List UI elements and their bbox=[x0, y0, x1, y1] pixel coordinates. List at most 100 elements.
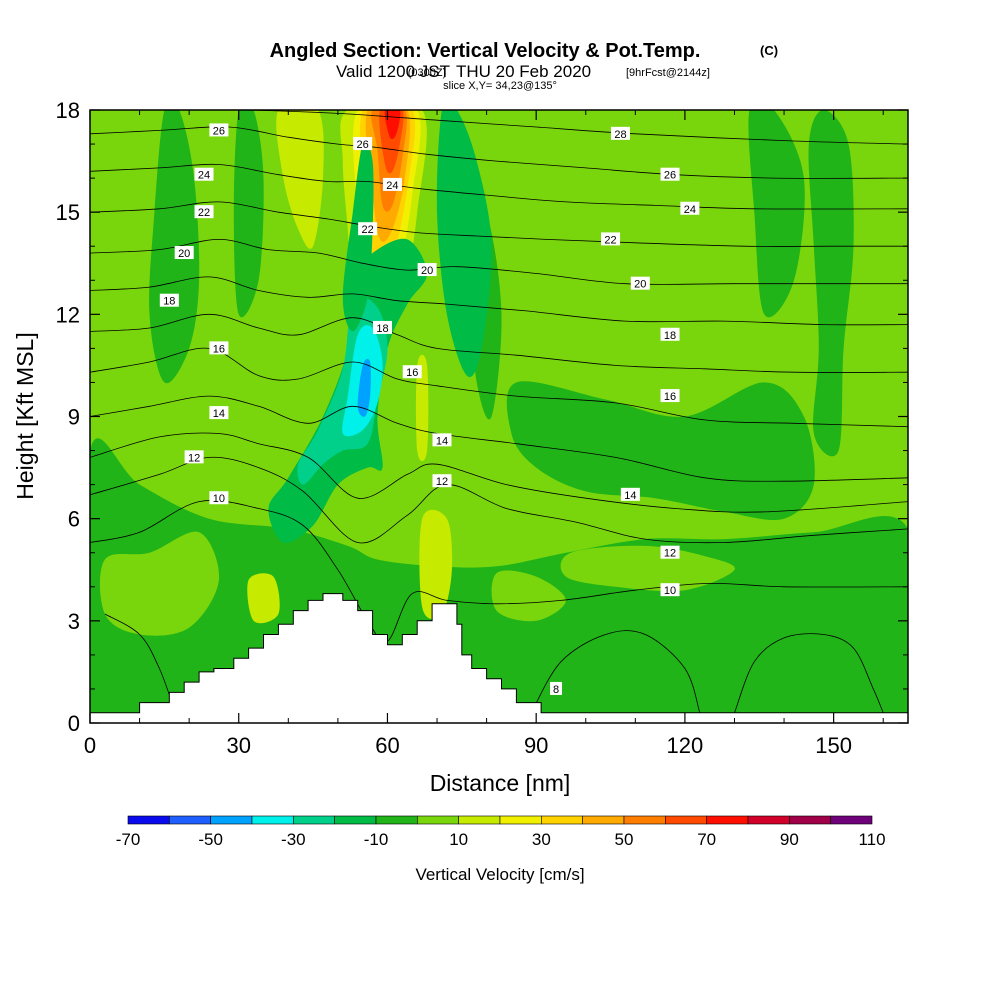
contour-label-text: 26 bbox=[213, 125, 225, 137]
contour-label-bg bbox=[209, 491, 229, 505]
velocity-region-10 bbox=[247, 573, 280, 624]
axes-layer: 0 30 60 90 120 150 0 3 6 9 12 15 18 bbox=[56, 98, 908, 758]
isentrope-8-2 bbox=[734, 633, 884, 713]
isentrope-10-3 bbox=[90, 500, 908, 643]
contour-label-bg bbox=[680, 201, 700, 215]
contour-label-text: 24 bbox=[684, 204, 696, 216]
velocity-region-24 bbox=[342, 141, 374, 332]
contour-label-bg bbox=[660, 327, 680, 341]
contour-label-bg bbox=[174, 246, 194, 260]
colorbar-label: Vertical Velocity [cm/s] bbox=[415, 865, 584, 884]
contour-label-bg bbox=[432, 433, 452, 447]
contour-label: 22 bbox=[194, 205, 214, 219]
contour-label: 10 bbox=[209, 491, 229, 505]
contour-label-bg bbox=[402, 365, 422, 379]
contour-label-layer: 26 24 22 20 18 16 14 12 10 26 24 22 20 18 16 14 12 28 26 24… bbox=[159, 123, 700, 696]
colorbar-tick-label: -30 bbox=[281, 830, 306, 849]
colorbar-swatch bbox=[747, 815, 790, 825]
colorbar-swatch bbox=[706, 815, 749, 825]
isentrope-22-11 bbox=[90, 201, 908, 247]
colorbar-tick-label: 110 bbox=[858, 830, 885, 849]
colorbar-swatch bbox=[830, 815, 873, 825]
plot-area: 26 24 22 20 18 16 14 12 10 26 24 22 20 18 16 14 12 28 26 24… bbox=[90, 110, 908, 723]
contour-label-text: 20 bbox=[178, 248, 190, 260]
colorbar-swatch bbox=[458, 815, 501, 825]
isentrope-8-0 bbox=[104, 613, 175, 710]
contour-label: 16 bbox=[402, 365, 422, 379]
velocity-region-25 bbox=[419, 509, 453, 619]
contour-label-text: 24 bbox=[198, 170, 210, 182]
contour-label-bg bbox=[610, 126, 630, 140]
x-tick-label: 60 bbox=[375, 733, 399, 758]
y-axis-label: Height [Kft MSL] bbox=[12, 332, 38, 499]
velocity-region-12 bbox=[276, 110, 324, 249]
colorbar-tick-label: 30 bbox=[532, 830, 551, 849]
y-tick-label: 18 bbox=[56, 98, 80, 123]
contour-label-bg bbox=[353, 137, 373, 151]
contour-label-text: 22 bbox=[604, 234, 616, 246]
colorbar-swatch bbox=[251, 815, 294, 825]
contour-label: 18 bbox=[660, 327, 680, 342]
isentrope-12-5 bbox=[90, 432, 908, 513]
contour-label-text: 28 bbox=[614, 129, 626, 141]
contour-label-text: 18 bbox=[376, 323, 388, 335]
contour-label: 16 bbox=[209, 341, 229, 355]
velocity-region-11 bbox=[436, 110, 492, 377]
contour-label-bg bbox=[194, 205, 214, 219]
chart-title: Angled Section: Vertical Velocity & Pot.… bbox=[270, 40, 701, 62]
colorbar-swatch bbox=[789, 815, 831, 825]
contour-label: 26 bbox=[209, 123, 229, 137]
x-tick-label: 90 bbox=[524, 733, 548, 758]
colorbar-swatch bbox=[665, 815, 707, 825]
colorbar: -70 -50 -30 -10 10 30 50 70 90 110 bbox=[116, 815, 886, 849]
contour-label: 12 bbox=[660, 545, 680, 560]
contour-label-text: 18 bbox=[163, 296, 175, 308]
colorbar-tick-label: 90 bbox=[780, 830, 799, 849]
contour-label-text: 22 bbox=[361, 224, 373, 236]
contour-label-text: 12 bbox=[664, 548, 676, 560]
contour-label-bg bbox=[184, 450, 204, 464]
contour-label-bg bbox=[550, 681, 563, 695]
colorbar-swatch bbox=[127, 815, 170, 825]
y-tick-label: 15 bbox=[56, 200, 80, 225]
contour-label-bg bbox=[432, 474, 452, 488]
contour-label: 20 bbox=[174, 246, 194, 260]
y-tick-label: 3 bbox=[68, 609, 80, 634]
contour-label-text: 18 bbox=[664, 330, 676, 342]
contour-label-text: 12 bbox=[436, 476, 448, 488]
velocity-region-5 bbox=[506, 381, 815, 521]
colorbar-tick-label: -10 bbox=[364, 830, 389, 849]
contour-label-text: 16 bbox=[213, 343, 225, 355]
contour-label-bg bbox=[660, 389, 680, 403]
contour-label-bg bbox=[660, 167, 680, 181]
y-tick-label: 0 bbox=[68, 711, 80, 736]
contour-label: 14 bbox=[620, 487, 640, 502]
isentrope-8-1 bbox=[530, 630, 701, 714]
x-tick-label: 30 bbox=[226, 733, 250, 758]
valid-zulu-label: (0300Z) bbox=[408, 67, 447, 79]
colorbar-swatch bbox=[417, 815, 459, 825]
valid-time-label: Valid 1200 JST bbox=[336, 62, 450, 81]
contour-label-text: 8 bbox=[553, 684, 559, 696]
velocity-region-1 bbox=[233, 110, 264, 318]
x-tick-label: 0 bbox=[84, 733, 96, 758]
contour-label: 22 bbox=[601, 232, 621, 246]
isentrope-18-9 bbox=[90, 276, 908, 326]
contour-label: 16 bbox=[660, 389, 680, 403]
valid-date-label: THU 20 Feb 2020 bbox=[456, 62, 591, 81]
x-tick-label: 150 bbox=[815, 733, 852, 758]
colorbar-tick-label: -50 bbox=[198, 830, 223, 849]
chart-title-units: (C) bbox=[760, 43, 778, 58]
contour-label: 12 bbox=[184, 450, 204, 464]
contour-label: 26 bbox=[353, 137, 373, 151]
contour-label-text: 14 bbox=[436, 435, 448, 447]
x-axis-label: Distance [nm] bbox=[430, 770, 571, 796]
contour-label: 8 bbox=[550, 681, 563, 696]
contour-label-bg bbox=[660, 583, 680, 597]
contour-label-text: 14 bbox=[624, 490, 636, 502]
contour-label-bg bbox=[630, 276, 650, 290]
contour-label-text: 10 bbox=[664, 585, 676, 597]
contour-label-text: 24 bbox=[386, 180, 398, 192]
colorbar-tick-label: 70 bbox=[697, 830, 716, 849]
contour-label: 22 bbox=[358, 222, 378, 236]
